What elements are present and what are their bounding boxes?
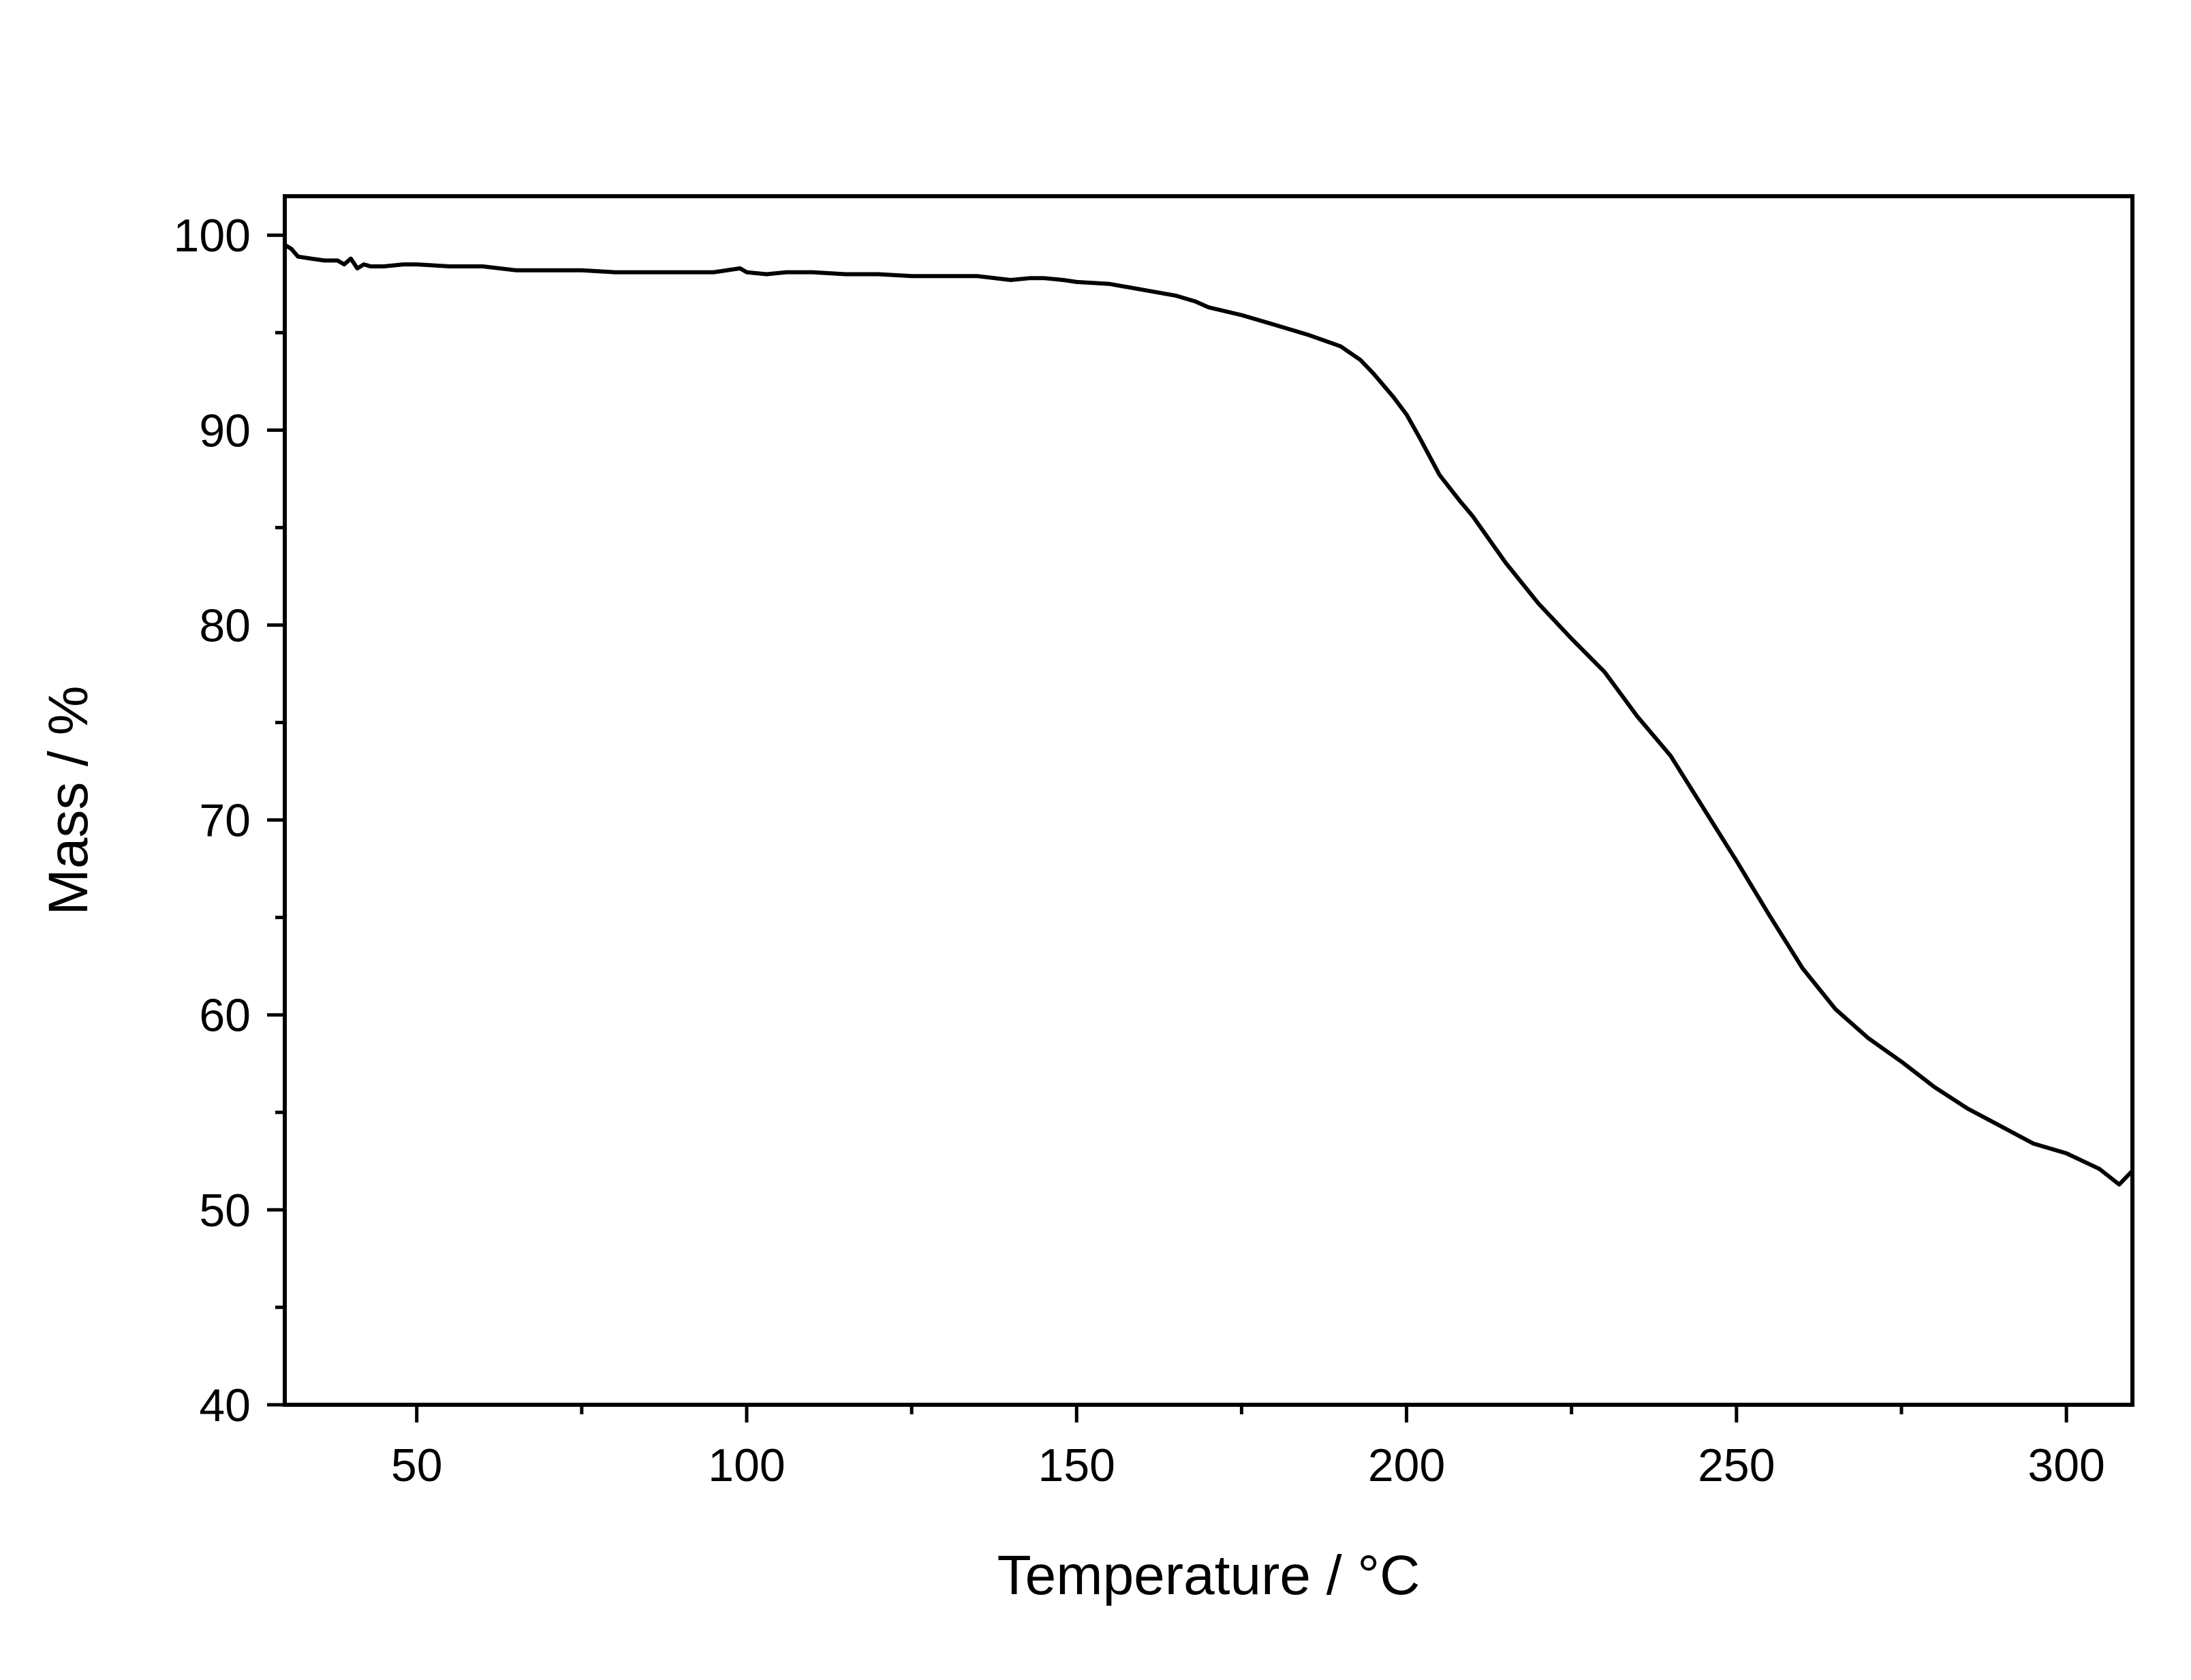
x-tick-label: 300: [2027, 1440, 2104, 1491]
plot-frame: [283, 194, 2134, 1407]
x-tick-label: 50: [391, 1440, 443, 1491]
y-tick-label: 40: [199, 1380, 251, 1431]
minor-ticks: [275, 330, 1903, 1414]
tick-labels: 50 100 150 200 250 300 40 50 60 70 80 90 100: [174, 210, 2105, 1491]
x-axis-title: Temperature / °C: [997, 1544, 1420, 1606]
y-tick-label: 70: [199, 795, 251, 847]
y-tick-label: 100: [174, 210, 251, 262]
x-tick-label: 150: [1038, 1440, 1115, 1491]
mass-curve-line: [283, 243, 2134, 1187]
x-tick-label: 100: [708, 1440, 785, 1491]
x-tick-label: 250: [1698, 1440, 1775, 1491]
y-tick-label: 80: [199, 600, 251, 651]
y-tick-label: 50: [199, 1185, 251, 1236]
y-tick-label: 90: [199, 405, 251, 456]
y-tick-label: 60: [199, 990, 251, 1042]
major-ticks: [267, 233, 2068, 1422]
y-axis-title: Mass / %: [37, 685, 99, 915]
x-tick-label: 200: [1368, 1440, 1445, 1491]
